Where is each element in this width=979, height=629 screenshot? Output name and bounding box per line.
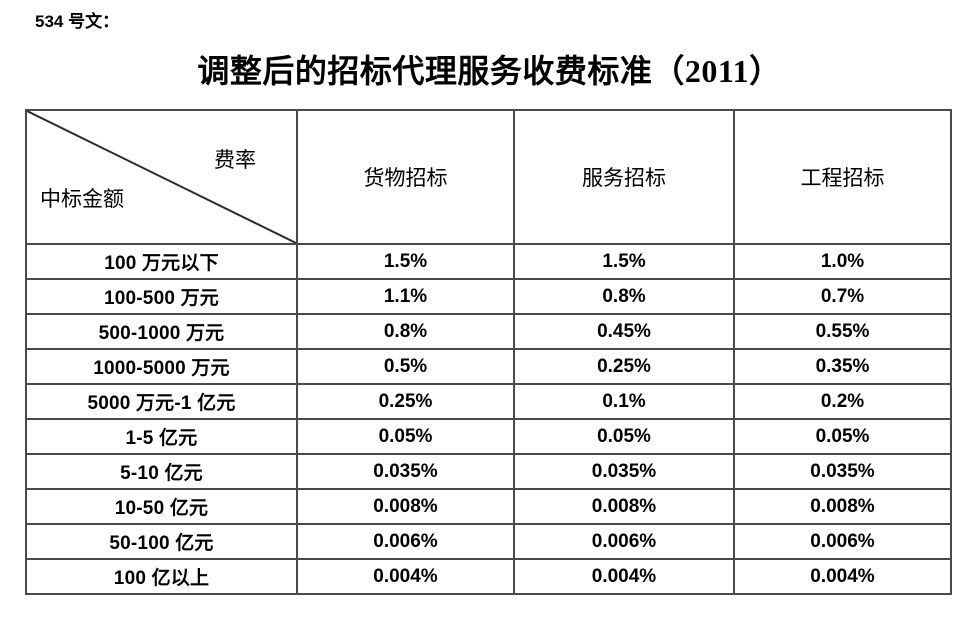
rate-cell: 0.05% bbox=[296, 418, 515, 455]
rate-cell: 0.55% bbox=[733, 313, 952, 350]
diagonal-divider-line bbox=[27, 111, 296, 243]
row-label-amount-range: 50-100 亿元 bbox=[25, 523, 298, 560]
rate-cell: 0.7% bbox=[733, 278, 952, 315]
rate-cell: 0.5% bbox=[296, 348, 515, 385]
row-label-amount-range: 100 万元以下 bbox=[25, 243, 298, 280]
table-row: 500-1000 万元 0.8% 0.45% 0.55% bbox=[25, 313, 952, 350]
rate-cell: 0.035% bbox=[513, 453, 735, 490]
row-label-amount-range: 1000-5000 万元 bbox=[25, 348, 298, 385]
rate-cell: 1.0% bbox=[733, 243, 952, 280]
rate-cell: 0.006% bbox=[513, 523, 735, 560]
rate-cell: 1.5% bbox=[513, 243, 735, 280]
rate-cell: 0.05% bbox=[513, 418, 735, 455]
rate-cell: 0.006% bbox=[296, 523, 515, 560]
rate-cell: 0.25% bbox=[513, 348, 735, 385]
rate-cell: 1.1% bbox=[296, 278, 515, 315]
rate-cell: 0.1% bbox=[513, 383, 735, 420]
table-row: 1-5 亿元 0.05% 0.05% 0.05% bbox=[25, 418, 952, 455]
table-row: 1000-5000 万元 0.5% 0.25% 0.35% bbox=[25, 348, 952, 385]
table-row: 50-100 亿元 0.006% 0.006% 0.006% bbox=[25, 523, 952, 560]
doc-number-label: 534 号文： bbox=[35, 12, 120, 31]
rate-cell: 0.004% bbox=[513, 558, 735, 595]
rate-cell: 0.035% bbox=[733, 453, 952, 490]
rate-cell: 0.25% bbox=[296, 383, 515, 420]
corner-header-cell: 费率 中标金额 bbox=[25, 109, 298, 245]
rate-cell: 1.5% bbox=[296, 243, 515, 280]
rate-cell: 0.008% bbox=[513, 488, 735, 525]
row-label-amount-range: 100 亿以上 bbox=[25, 558, 298, 595]
rate-cell: 0.004% bbox=[296, 558, 515, 595]
rate-cell: 0.035% bbox=[296, 453, 515, 490]
corner-label-rate: 费率 bbox=[214, 148, 256, 172]
column-header-services-bidding: 服务招标 bbox=[513, 109, 735, 245]
row-label-amount-range: 100-500 万元 bbox=[25, 278, 298, 315]
rate-cell: 0.006% bbox=[733, 523, 952, 560]
column-header-goods-bidding: 货物招标 bbox=[296, 109, 515, 245]
column-header-engineering-bidding: 工程招标 bbox=[733, 109, 952, 245]
row-label-amount-range: 1-5 亿元 bbox=[25, 418, 298, 455]
table-row: 5-10 亿元 0.035% 0.035% 0.035% bbox=[25, 453, 952, 490]
table-row: 100 万元以下 1.5% 1.5% 1.0% bbox=[25, 243, 952, 280]
rate-cell: 0.8% bbox=[513, 278, 735, 315]
row-label-amount-range: 500-1000 万元 bbox=[25, 313, 298, 350]
table-row: 10-50 亿元 0.008% 0.008% 0.008% bbox=[25, 488, 952, 525]
page-title: 调整后的招标代理服务收费标准（2011） bbox=[197, 53, 782, 89]
table-row: 5000 万元-1 亿元 0.25% 0.1% 0.2% bbox=[25, 383, 952, 420]
rate-cell: 0.35% bbox=[733, 348, 952, 385]
header-row: 费率 中标金额 货物招标 服务招标 工程招标 bbox=[25, 109, 952, 245]
row-label-amount-range: 5-10 亿元 bbox=[25, 453, 298, 490]
table-row: 100-500 万元 1.1% 0.8% 0.7% bbox=[25, 278, 952, 315]
corner-label-bid-amount: 中标金额 bbox=[40, 187, 124, 211]
rate-cell: 0.2% bbox=[733, 383, 952, 420]
rate-cell: 0.45% bbox=[513, 313, 735, 350]
rate-cell: 0.008% bbox=[296, 488, 515, 525]
fee-rate-table: 费率 中标金额 货物招标 服务招标 工程招标 100 万元以下 1.5% 1.5% 1… bbox=[25, 109, 952, 595]
row-label-amount-range: 5000 万元-1 亿元 bbox=[25, 383, 298, 420]
row-label-amount-range: 10-50 亿元 bbox=[25, 488, 298, 525]
table-row: 100 亿以上 0.004% 0.004% 0.004% bbox=[25, 558, 952, 595]
rate-cell: 0.004% bbox=[733, 558, 952, 595]
rate-cell: 0.008% bbox=[733, 488, 952, 525]
rate-cell: 0.05% bbox=[733, 418, 952, 455]
rate-cell: 0.8% bbox=[296, 313, 515, 350]
table-body: 100 万元以下 1.5% 1.5% 1.0% 100-500 万元 1.1% 0.8% 0.… bbox=[25, 243, 952, 595]
